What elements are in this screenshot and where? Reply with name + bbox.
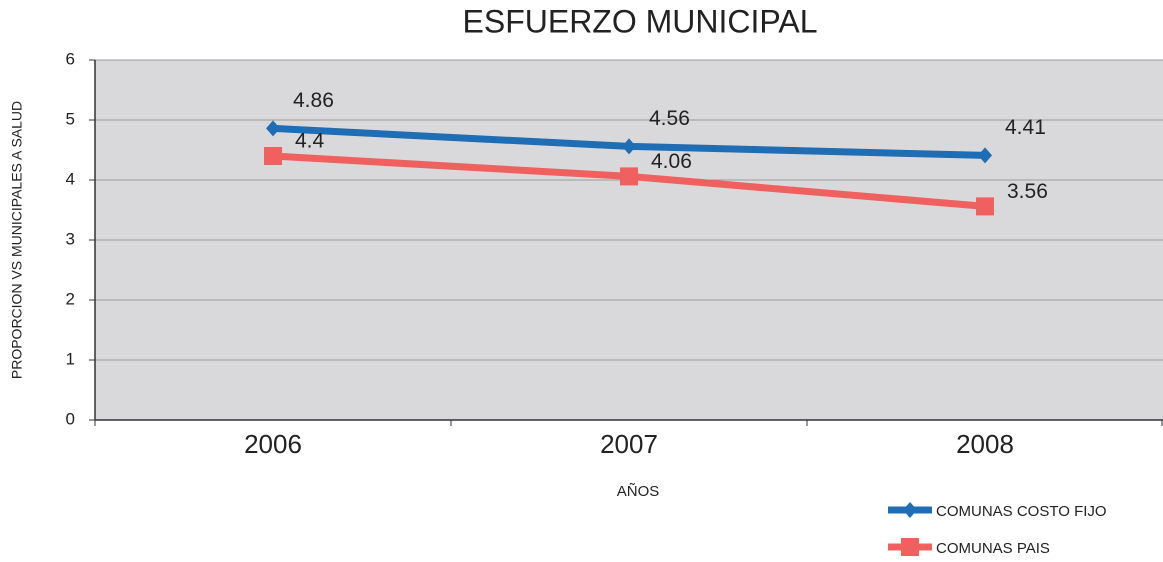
y-tick-label: 3: [66, 229, 75, 248]
data-point: [976, 197, 994, 216]
data-point: [978, 147, 992, 164]
y-axis-label: PROPORCION VS MUNICIPALES A SALUD: [9, 101, 25, 379]
data-label: 4.4: [295, 130, 325, 153]
data-label: 4.06: [651, 150, 692, 173]
legend-label: COMUNAS PAIS: [936, 540, 1050, 557]
x-axis-label: AÑOS: [617, 483, 660, 500]
data-label: 3.56: [1007, 180, 1048, 203]
x-tick-label: 2006: [244, 429, 302, 459]
legend-marker: [903, 502, 917, 518]
legend-marker: [901, 538, 919, 556]
x-tick-label: 2007: [600, 429, 658, 459]
data-label: 4.41: [1005, 116, 1046, 139]
x-tick-label: 2008: [956, 429, 1014, 459]
data-point: [266, 120, 280, 137]
y-tick-label: 0: [66, 409, 75, 428]
y-tick-label: 2: [66, 289, 75, 308]
y-tick-label: 5: [66, 109, 75, 128]
y-tick-label: 4: [66, 169, 75, 188]
data-label: 4.56: [649, 107, 690, 130]
legend-label: COMUNAS COSTO FIJO: [936, 503, 1107, 520]
data-point: [620, 167, 638, 186]
y-tick-label: 6: [66, 49, 75, 68]
data-label: 4.86: [293, 89, 334, 112]
y-tick-label: 1: [66, 349, 75, 368]
chart-title: ESFUERZO MUNICIPAL: [463, 3, 818, 39]
data-point: [622, 138, 636, 155]
data-point: [264, 147, 282, 165]
